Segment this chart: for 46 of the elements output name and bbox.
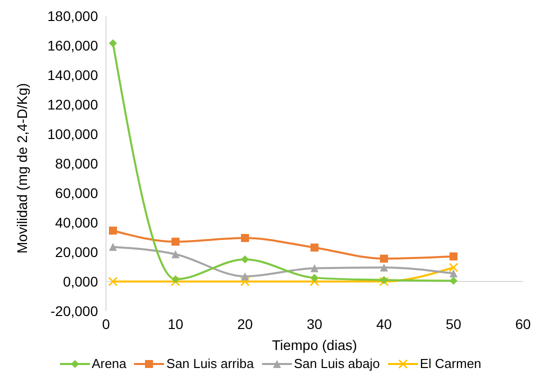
y-tick-label: 180,000 [47, 8, 98, 24]
y-tick-label: 80,000 [55, 155, 98, 172]
y-tick-label: -20,000 [50, 302, 98, 319]
y-tick-label: 140,000 [47, 66, 98, 83]
y-tick-label: 0,000 [62, 273, 98, 290]
y-tick-label: 120,000 [47, 96, 98, 112]
point [172, 275, 180, 284]
point [310, 244, 318, 252]
x-tick-label: 10 [168, 316, 184, 332]
point [241, 255, 249, 264]
point [310, 276, 320, 286]
point [310, 274, 318, 282]
x-tick-label: 40 [376, 316, 392, 332]
y-tick-label: 100,000 [47, 126, 98, 142]
y-axis-title: Movilidad (mg de 2,4-D/Kg) [14, 83, 30, 254]
point [108, 242, 117, 251]
x-tick-label: 20 [237, 316, 253, 332]
point [450, 269, 458, 278]
point [241, 272, 249, 280]
y-tick-label: 40,000 [55, 214, 98, 230]
y-tick-label: 60,000 [55, 184, 98, 201]
x-tick-label: 50 [446, 316, 462, 332]
point [240, 276, 250, 286]
legend-label: San Luis arriba [165, 356, 254, 371]
x-tick-label: 30 [306, 316, 322, 332]
y-tick-label: 160,000 [47, 37, 98, 54]
legend-label: San Luis abajo [292, 356, 380, 371]
legend-label: El Carmen [418, 356, 482, 371]
point [380, 263, 388, 272]
x-tick-label: 60 [515, 316, 531, 332]
point [108, 276, 118, 286]
point [380, 254, 388, 263]
point [450, 252, 458, 260]
point [448, 262, 458, 272]
point [310, 264, 318, 272]
point [172, 238, 180, 246]
point [241, 234, 249, 242]
x-tick-label: 0 [102, 316, 110, 332]
point [172, 250, 180, 258]
point [450, 276, 458, 285]
x-axis-title: Tiempo (dias) [272, 337, 358, 353]
point [170, 276, 180, 286]
point [108, 226, 117, 235]
point [108, 39, 117, 48]
y-tick-label: 20,000 [55, 244, 98, 260]
legend-label: Arena [90, 356, 126, 371]
